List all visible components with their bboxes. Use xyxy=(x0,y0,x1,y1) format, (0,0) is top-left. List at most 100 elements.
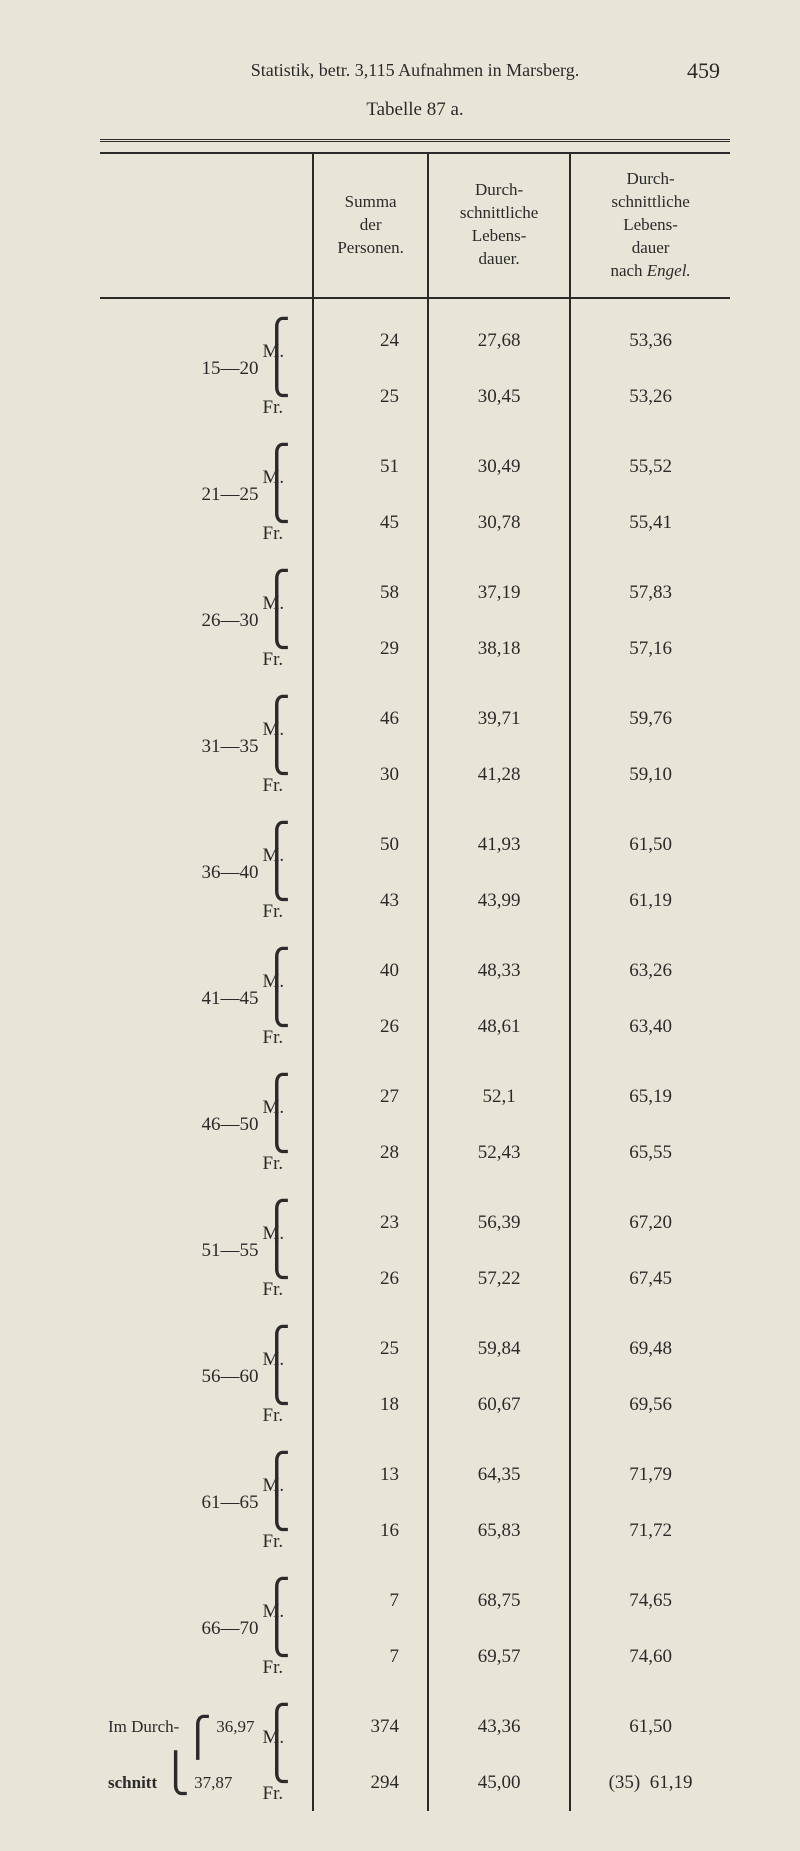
eng-cell: 63,26 xyxy=(570,943,730,999)
table-row: 66—70⎧M.768,7574,65 xyxy=(100,1573,730,1629)
summa-cell: 26 xyxy=(313,1251,428,1307)
dur-cell: 69,57 xyxy=(428,1629,570,1685)
eng-cell: (35) 61,19 xyxy=(570,1755,730,1811)
summa-cell: 58 xyxy=(313,565,428,621)
eng-cell: 69,56 xyxy=(570,1377,730,1433)
age-cell: 41—45 xyxy=(100,943,263,1055)
sex-cell: ⎩Fr. xyxy=(263,1251,314,1307)
dur-cell: 30,78 xyxy=(428,495,570,551)
summa-cell: 13 xyxy=(313,1447,428,1503)
summa-cell: 374 xyxy=(313,1699,428,1755)
summa-cell: 45 xyxy=(313,495,428,551)
dur-cell: 41,93 xyxy=(428,817,570,873)
table-row: 61—65⎧M.1364,3571,79 xyxy=(100,1447,730,1503)
sex-cell: ⎩Fr. xyxy=(263,999,314,1055)
dur-cell: 41,28 xyxy=(428,747,570,803)
age-cell: 51—55 xyxy=(100,1195,263,1307)
dur-cell: 64,35 xyxy=(428,1447,570,1503)
summa-cell: 26 xyxy=(313,999,428,1055)
dur-cell: 30,49 xyxy=(428,439,570,495)
table-row: 41—45⎧M.4048,3363,26 xyxy=(100,943,730,999)
footer-label: schnitt ⎩ 37,87 xyxy=(100,1755,263,1811)
col-header-summa: Summa der Personen. xyxy=(313,153,428,298)
age-cell: 21—25 xyxy=(100,439,263,551)
dur-cell: 30,45 xyxy=(428,369,570,425)
summa-cell: 29 xyxy=(313,621,428,677)
summa-cell: 27 xyxy=(313,1069,428,1125)
summa-cell: 25 xyxy=(313,369,428,425)
dur-cell: 27,68 xyxy=(428,313,570,369)
dur-cell: 52,43 xyxy=(428,1125,570,1181)
summa-cell: 7 xyxy=(313,1573,428,1629)
dur-cell: 45,00 xyxy=(428,1755,570,1811)
table-row: 46—50⎧M.2752,165,19 xyxy=(100,1069,730,1125)
dur-cell: 57,22 xyxy=(428,1251,570,1307)
table-row: 21—25⎧M.5130,4955,52 xyxy=(100,439,730,495)
eng-cell: 57,83 xyxy=(570,565,730,621)
summa-cell: 24 xyxy=(313,313,428,369)
sex-cell: ⎩Fr. xyxy=(263,873,314,929)
sex-cell: ⎩Fr. xyxy=(263,1503,314,1559)
data-table: Summa der Personen. Durch- schnittliche … xyxy=(100,152,730,1811)
eng-cell: 61,19 xyxy=(570,873,730,929)
top-rule xyxy=(100,139,730,142)
dur-cell: 37,19 xyxy=(428,565,570,621)
eng-cell: 71,72 xyxy=(570,1503,730,1559)
table-row-footer: Im Durch- ⎧ 36,97⎧M.37443,3661,50 xyxy=(100,1699,730,1755)
eng-cell: 61,50 xyxy=(570,817,730,873)
eng-cell: 57,16 xyxy=(570,621,730,677)
table-row: 51—55⎧M.2356,3967,20 xyxy=(100,1195,730,1251)
eng-cell: 53,36 xyxy=(570,313,730,369)
table-row: 15—20⎧M.2427,6853,36 xyxy=(100,313,730,369)
eng-cell: 55,52 xyxy=(570,439,730,495)
sex-cell: ⎧M. xyxy=(263,1573,314,1629)
dur-cell: 65,83 xyxy=(428,1503,570,1559)
table-caption: Tabelle 87 a. xyxy=(100,99,730,121)
summa-cell: 50 xyxy=(313,817,428,873)
eng-cell: 63,40 xyxy=(570,999,730,1055)
sex-cell: ⎩Fr. xyxy=(263,1755,314,1811)
sex-cell: ⎩Fr. xyxy=(263,369,314,425)
page-number: 459 xyxy=(687,58,720,84)
table-row-footer: schnitt ⎩ 37,87⎩Fr.29445,00(35) 61,19 xyxy=(100,1755,730,1811)
sex-cell: ⎩Fr. xyxy=(263,1377,314,1433)
age-cell: 15—20 xyxy=(100,313,263,425)
dur-cell: 43,99 xyxy=(428,873,570,929)
dur-cell: 60,67 xyxy=(428,1377,570,1433)
age-cell: 46—50 xyxy=(100,1069,263,1181)
summa-cell: 40 xyxy=(313,943,428,999)
dur-cell: 52,1 xyxy=(428,1069,570,1125)
sex-cell: ⎩Fr. xyxy=(263,747,314,803)
sex-cell: ⎧M. xyxy=(263,1447,314,1503)
dur-cell: 56,39 xyxy=(428,1195,570,1251)
dur-cell: 48,33 xyxy=(428,943,570,999)
summa-cell: 18 xyxy=(313,1377,428,1433)
summa-cell: 43 xyxy=(313,873,428,929)
age-cell: 26—30 xyxy=(100,565,263,677)
age-cell: 66—70 xyxy=(100,1573,263,1685)
age-cell: 36—40 xyxy=(100,817,263,929)
summa-cell: 51 xyxy=(313,439,428,495)
eng-cell: 69,48 xyxy=(570,1321,730,1377)
table-row: 56—60⎧M.2559,8469,48 xyxy=(100,1321,730,1377)
eng-cell: 53,26 xyxy=(570,369,730,425)
eng-cell: 67,45 xyxy=(570,1251,730,1307)
table-row: 36—40⎧M.5041,9361,50 xyxy=(100,817,730,873)
summa-cell: 30 xyxy=(313,747,428,803)
dur-cell: 43,36 xyxy=(428,1699,570,1755)
eng-cell: 61,50 xyxy=(570,1699,730,1755)
summa-cell: 28 xyxy=(313,1125,428,1181)
summa-cell: 25 xyxy=(313,1321,428,1377)
sex-cell: ⎧M. xyxy=(263,1321,314,1377)
running-title: Statistik, betr. 3,115 Aufnahmen in Mars… xyxy=(251,60,579,80)
age-cell: 56—60 xyxy=(100,1321,263,1433)
summa-cell: 46 xyxy=(313,691,428,747)
dur-cell: 39,71 xyxy=(428,691,570,747)
sex-cell: ⎩Fr. xyxy=(263,621,314,677)
eng-cell: 65,55 xyxy=(570,1125,730,1181)
age-cell: 31—35 xyxy=(100,691,263,803)
sex-cell: ⎧M. xyxy=(263,1699,314,1755)
dur-cell: 48,61 xyxy=(428,999,570,1055)
col-header-dauer: Durch- schnittliche Lebens- dauer. xyxy=(428,153,570,298)
eng-cell: 59,10 xyxy=(570,747,730,803)
